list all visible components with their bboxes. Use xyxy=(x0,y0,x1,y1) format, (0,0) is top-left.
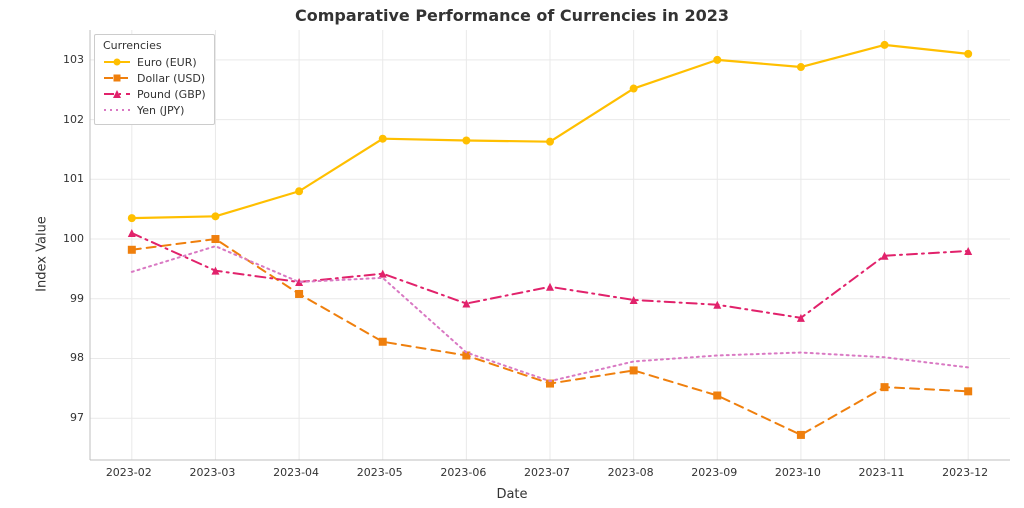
series-marker xyxy=(630,85,638,93)
x-tick-label: 2023-11 xyxy=(859,466,905,479)
series-marker xyxy=(797,63,805,71)
series-marker xyxy=(546,283,554,291)
y-tick-label: 101 xyxy=(63,172,84,185)
x-tick-label: 2023-07 xyxy=(524,466,570,479)
legend-swatch xyxy=(103,71,131,85)
legend-title: Currencies xyxy=(103,39,206,52)
y-tick-label: 102 xyxy=(63,113,84,126)
x-tick-label: 2023-09 xyxy=(691,466,737,479)
legend-label: Yen (JPY) xyxy=(137,104,184,117)
x-tick-label: 2023-05 xyxy=(357,466,403,479)
x-tick-label: 2023-02 xyxy=(106,466,152,479)
series-marker xyxy=(881,41,889,49)
x-tick-label: 2023-03 xyxy=(189,466,235,479)
legend: Currencies Euro (EUR) Dollar (USD) Pound (… xyxy=(94,34,215,125)
legend-swatch xyxy=(103,87,131,101)
series-marker xyxy=(128,246,136,254)
legend-swatch xyxy=(103,103,131,117)
y-tick-label: 100 xyxy=(63,232,84,245)
series-marker xyxy=(379,338,387,346)
series-marker xyxy=(881,383,889,391)
y-tick-label: 98 xyxy=(70,351,84,364)
x-tick-label: 2023-06 xyxy=(440,466,486,479)
series-marker xyxy=(379,135,387,143)
legend-swatch xyxy=(103,55,131,69)
legend-item: Pound (GBP) xyxy=(103,86,206,102)
series-marker xyxy=(128,214,136,222)
legend-label: Euro (EUR) xyxy=(137,56,197,69)
series-marker xyxy=(630,366,638,374)
x-tick-label: 2023-08 xyxy=(608,466,654,479)
series-marker xyxy=(713,392,721,400)
x-tick-label: 2023-12 xyxy=(942,466,988,479)
series-marker xyxy=(546,138,554,146)
legend-item: Yen (JPY) xyxy=(103,102,206,118)
legend-label: Dollar (USD) xyxy=(137,72,205,85)
y-tick-label: 103 xyxy=(63,53,84,66)
series-marker xyxy=(964,50,972,58)
x-tick-label: 2023-04 xyxy=(273,466,319,479)
y-tick-label: 99 xyxy=(70,292,84,305)
series-marker xyxy=(211,235,219,243)
legend-item: Euro (EUR) xyxy=(103,54,206,70)
series-marker xyxy=(713,56,721,64)
x-tick-label: 2023-10 xyxy=(775,466,821,479)
legend-item: Dollar (USD) xyxy=(103,70,206,86)
series-marker xyxy=(128,229,136,237)
series-marker xyxy=(964,387,972,395)
series-marker xyxy=(295,290,303,298)
y-tick-label: 97 xyxy=(70,411,84,424)
series-marker xyxy=(462,136,470,144)
legend-label: Pound (GBP) xyxy=(137,88,206,101)
series-marker xyxy=(797,431,805,439)
chart-container: Comparative Performance of Currencies in… xyxy=(0,0,1024,508)
series-marker xyxy=(295,187,303,195)
series-marker xyxy=(211,212,219,220)
